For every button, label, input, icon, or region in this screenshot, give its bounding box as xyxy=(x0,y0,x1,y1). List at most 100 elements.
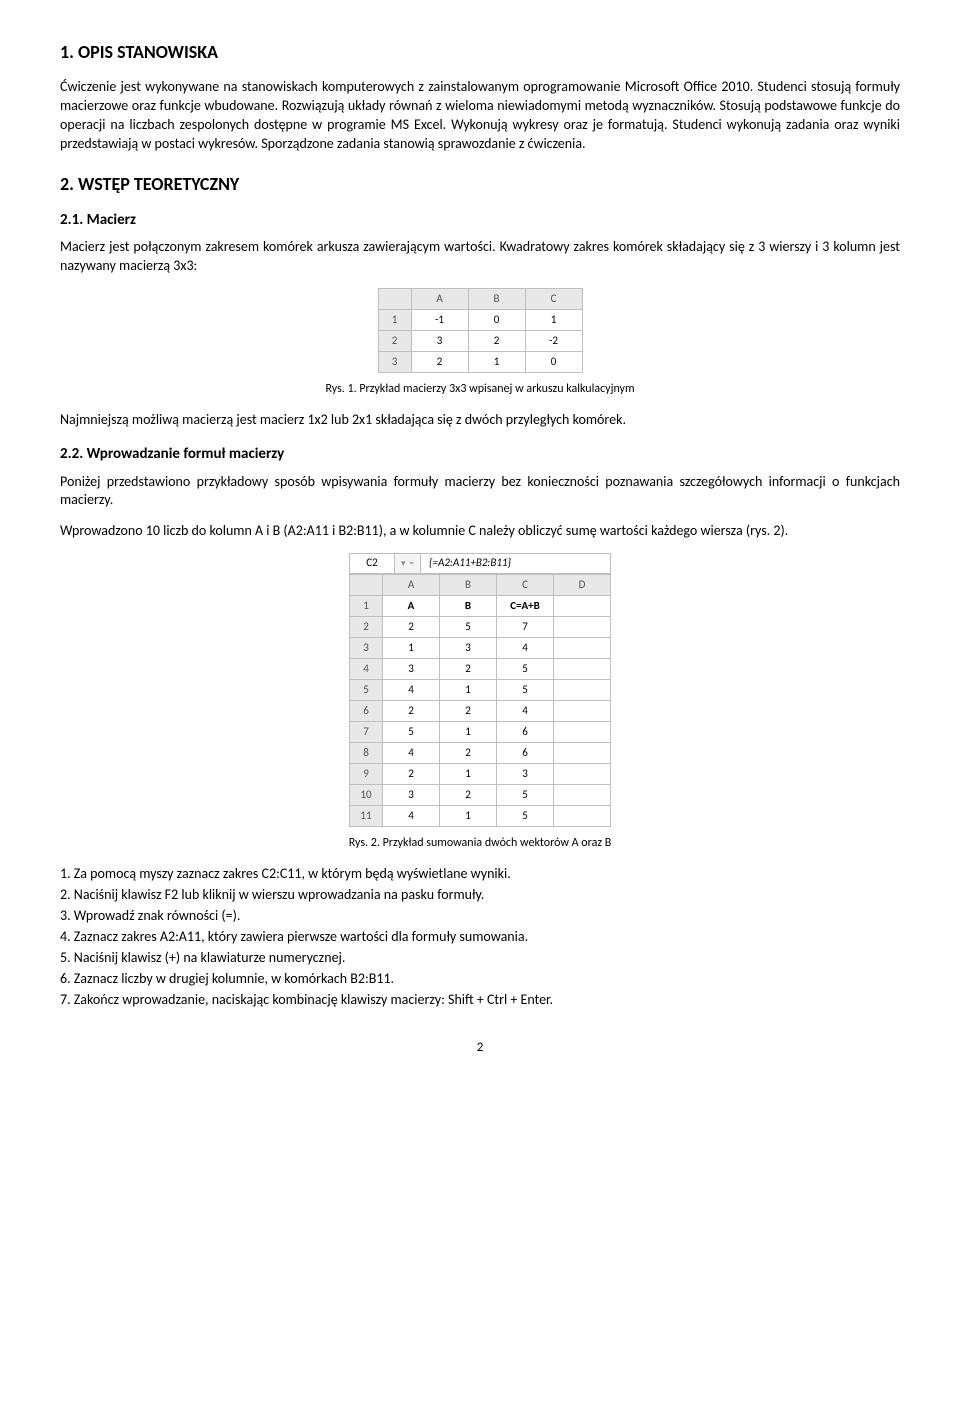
col-header: C xyxy=(497,575,554,596)
cell: 6 xyxy=(497,743,554,764)
cell xyxy=(554,596,611,617)
cell: 6 xyxy=(497,722,554,743)
row-header: 1 xyxy=(378,310,411,331)
cell: 2 xyxy=(468,331,525,352)
smallest-matrix-note: Najmniejszą możliwą macierzą jest macier… xyxy=(60,411,900,430)
cell xyxy=(554,806,611,827)
cell: 5 xyxy=(497,806,554,827)
step-item: 5. Naciśnij klawisz (+) na klawiaturze n… xyxy=(60,949,900,968)
cell: 4 xyxy=(383,680,440,701)
row-header: 4 xyxy=(350,659,383,680)
col-header: A xyxy=(411,289,468,310)
row-header: 6 xyxy=(350,701,383,722)
cell: 4 xyxy=(383,743,440,764)
cell: 5 xyxy=(497,785,554,806)
col-header: B xyxy=(468,289,525,310)
cell: 3 xyxy=(440,638,497,659)
cell: 3 xyxy=(383,785,440,806)
row-header: 3 xyxy=(378,352,411,373)
matrix-3x3-table: ABC1-101232-23210 xyxy=(60,288,900,373)
dropdown-icon: ▾ xyxy=(401,558,406,570)
cell: 0 xyxy=(525,352,582,373)
cell: 4 xyxy=(497,701,554,722)
cell: 1 xyxy=(525,310,582,331)
cell: 2 xyxy=(440,743,497,764)
sum-vectors-table-wrap: C2 ▾ = {=A2:A11+B2:B11} ABCD1ABC=A+B2257… xyxy=(60,553,900,827)
cell xyxy=(554,680,611,701)
cell: 1 xyxy=(440,722,497,743)
row-header: 2 xyxy=(378,331,411,352)
row-header: 7 xyxy=(350,722,383,743)
cell: 1 xyxy=(383,638,440,659)
col-header: C xyxy=(525,289,582,310)
cell: A xyxy=(383,596,440,617)
cell xyxy=(554,638,611,659)
section-2-heading: 2. WSTĘP TEORETYCZNY xyxy=(60,172,900,196)
step-item: 7. Zakończ wprowadzanie, naciskając komb… xyxy=(60,991,900,1010)
col-header: D xyxy=(554,575,611,596)
section-2-2-setup: Wprowadzono 10 liczb do kolumn A i B (A2… xyxy=(60,522,900,541)
cell: 2 xyxy=(411,352,468,373)
formula-bar: C2 ▾ = {=A2:A11+B2:B11} xyxy=(349,553,611,574)
cell: 2 xyxy=(440,659,497,680)
cell: 5 xyxy=(497,680,554,701)
cell xyxy=(554,785,611,806)
section-2-2-heading: 2.2. Wprowadzanie formuł macierzy xyxy=(60,444,900,464)
row-header: 2 xyxy=(350,617,383,638)
step-item: 4. Zaznacz zakres A2:A11, który zawiera … xyxy=(60,928,900,947)
cell xyxy=(554,617,611,638)
figure-1-caption: Rys. 1. Przykład macierzy 3x3 wpisanej w… xyxy=(60,381,900,397)
cell: C=A+B xyxy=(497,596,554,617)
step-item: 2. Naciśnij klawisz F2 lub kliknij w wie… xyxy=(60,886,900,905)
cell: 2 xyxy=(440,785,497,806)
cell: 5 xyxy=(497,659,554,680)
section-1-body: Ćwiczenie jest wykonywane na stanowiskac… xyxy=(60,78,900,154)
steps-list: 1. Za pomocą myszy zaznacz zakres C2:C11… xyxy=(60,865,900,1009)
cell xyxy=(554,743,611,764)
cell: 2 xyxy=(383,764,440,785)
page-number: 2 xyxy=(60,1039,900,1057)
cell: 2 xyxy=(383,617,440,638)
cell: 3 xyxy=(383,659,440,680)
cell: 1 xyxy=(440,806,497,827)
row-header: 11 xyxy=(350,806,383,827)
row-header: 9 xyxy=(350,764,383,785)
cell: 1 xyxy=(440,764,497,785)
cell xyxy=(554,701,611,722)
cell xyxy=(554,722,611,743)
section-2-2-intro: Poniżej przedstawiono przykładowy sposób… xyxy=(60,473,900,511)
cell: -2 xyxy=(525,331,582,352)
formula-bar-icons: ▾ = xyxy=(395,554,421,573)
cell: 2 xyxy=(440,701,497,722)
cell: 0 xyxy=(468,310,525,331)
cell xyxy=(554,764,611,785)
section-2-1-body: Macierz jest połączonym zakresem komórek… xyxy=(60,238,900,276)
sum-vectors-table: ABCD1ABC=A+B2257313443255415622475168426… xyxy=(349,574,611,827)
step-item: 6. Zaznacz liczby w drugiej kolumnie, w … xyxy=(60,970,900,989)
cell xyxy=(554,659,611,680)
figure-2-caption: Rys. 2. Przykład sumowania dwóch wektoró… xyxy=(60,835,900,851)
namebox-cell: C2 xyxy=(350,554,395,573)
cell: 4 xyxy=(497,638,554,659)
formula-text: {=A2:A11+B2:B11} xyxy=(421,554,610,573)
section-1-heading: 1. OPIS STANOWISKA xyxy=(60,40,900,64)
col-header: A xyxy=(383,575,440,596)
cell: 1 xyxy=(440,680,497,701)
cell: 7 xyxy=(497,617,554,638)
equals-icon: = xyxy=(410,558,414,570)
col-header: B xyxy=(440,575,497,596)
cell: B xyxy=(440,596,497,617)
cell: 5 xyxy=(440,617,497,638)
row-header: 10 xyxy=(350,785,383,806)
section-2-1-heading: 2.1. Macierz xyxy=(60,210,900,230)
row-header: 3 xyxy=(350,638,383,659)
row-header: 5 xyxy=(350,680,383,701)
cell: 2 xyxy=(383,701,440,722)
step-item: 1. Za pomocą myszy zaznacz zakres C2:C11… xyxy=(60,865,900,884)
cell: 4 xyxy=(383,806,440,827)
cell: 3 xyxy=(497,764,554,785)
cell: 1 xyxy=(468,352,525,373)
step-item: 3. Wprowadź znak równości (=). xyxy=(60,907,900,926)
cell: 5 xyxy=(383,722,440,743)
cell: 3 xyxy=(411,331,468,352)
